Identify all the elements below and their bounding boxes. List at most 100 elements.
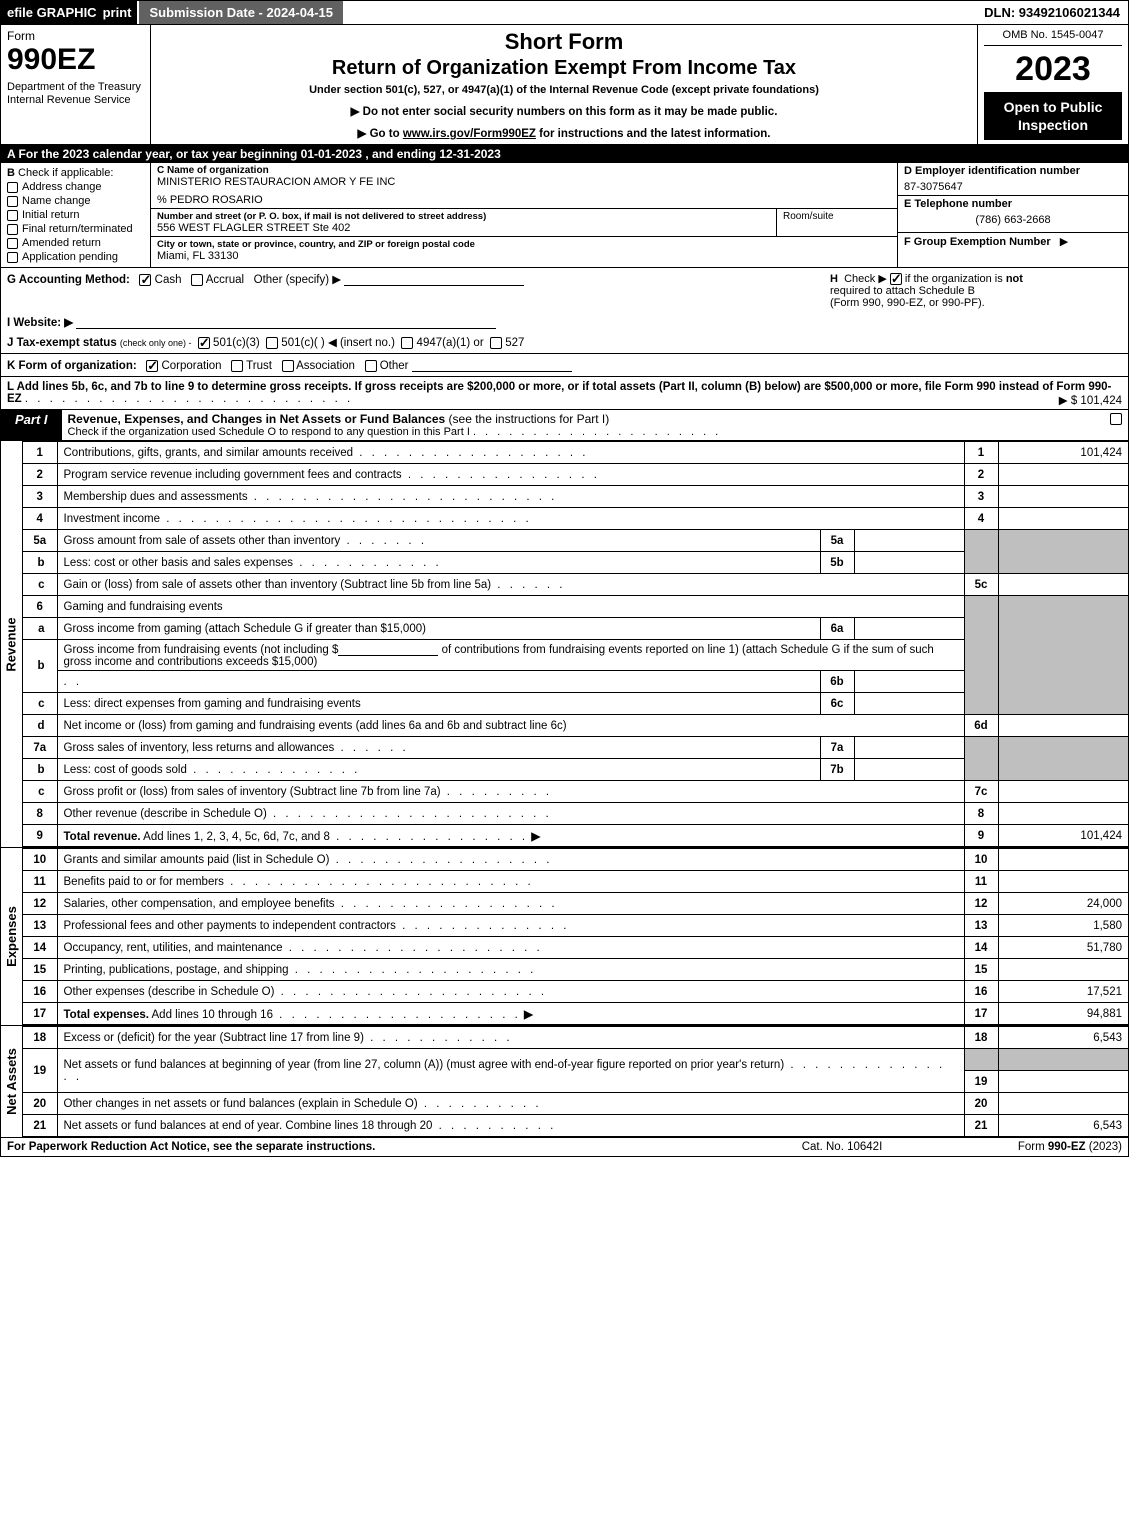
line-7-gray2 (998, 737, 1128, 781)
k-other-input[interactable] (412, 358, 572, 372)
irs-link[interactable]: www.irs.gov/Form990EZ (403, 128, 536, 140)
d-label: D Employer identification number (904, 165, 1122, 177)
k-opt0: Corporation (161, 360, 221, 372)
line-7c-num: c (23, 781, 57, 803)
line-12-num: 12 (23, 893, 57, 915)
line-13-val: 1,580 (998, 915, 1128, 937)
line-7a-mn: 7a (820, 737, 854, 759)
k-opt3: Other (380, 360, 409, 372)
part1-title-sub: (see the instructions for Part I) (449, 412, 610, 426)
line-3-rn: 3 (964, 486, 998, 508)
line-16-num: 16 (23, 981, 57, 1003)
chk-final-return[interactable]: Final return/terminated (7, 223, 144, 235)
l-dots: . . . . . . . . . . . . . . . . . . . . … (25, 393, 353, 405)
line-15-rn: 15 (964, 959, 998, 981)
line-6b-blank[interactable] (338, 642, 438, 656)
g-row: G Accounting Method: Cash Accrual Other … (7, 272, 822, 309)
line-17-val: 94,881 (998, 1003, 1128, 1025)
line-1-num: 1 (23, 442, 57, 464)
chk-application-pending[interactable]: Application pending (7, 251, 144, 263)
inst-2: ▶ Go to www.irs.gov/Form990EZ for instru… (157, 126, 971, 140)
h-text1: Check ▶ (844, 273, 887, 285)
chk-h[interactable] (890, 273, 902, 285)
line-6-num: 6 (23, 596, 57, 618)
line-8-val (998, 803, 1128, 825)
i-input[interactable] (76, 315, 496, 329)
city-label: City or town, state or province, country… (157, 239, 891, 250)
footer-right: Form 990-EZ (2023) (942, 1141, 1122, 1153)
print-link[interactable]: print (103, 5, 132, 20)
b-subtitle: Check if applicable: (18, 167, 113, 179)
chk-accrual[interactable] (191, 274, 203, 286)
line-7b-mv (854, 759, 964, 781)
line-6d-num: d (23, 715, 57, 737)
h-text4: (Form 990, 990-EZ, or 990-PF). (830, 297, 985, 309)
line-6c-mv (854, 693, 964, 715)
table-row: 5aGross amount from sale of assets other… (23, 530, 1128, 552)
line-15-num: 15 (23, 959, 57, 981)
table-row: 16Other expenses (describe in Schedule O… (23, 981, 1128, 1003)
chk-amended-return[interactable]: Amended return (7, 237, 144, 249)
chk-label-2: Initial return (22, 209, 79, 221)
line-18-num: 18 (23, 1027, 57, 1049)
h-text2: if the organization is (905, 273, 1003, 285)
line-14-desc: Occupancy, rent, utilities, and maintena… (57, 937, 964, 959)
line-4-desc: Investment income . . . . . . . . . . . … (57, 508, 964, 530)
line-20-val (998, 1093, 1128, 1115)
table-row: 15Printing, publications, postage, and s… (23, 959, 1128, 981)
line-19-desc: Net assets or fund balances at beginning… (57, 1049, 964, 1093)
chk-name-change[interactable]: Name change (7, 195, 144, 207)
table-row: 2Program service revenue including gover… (23, 464, 1128, 486)
section-a: A For the 2023 calendar year, or tax yea… (1, 145, 1128, 163)
line-6-gray2 (998, 596, 1128, 715)
part1-title-wrap: Revenue, Expenses, and Changes in Net As… (62, 410, 1088, 440)
line-19-gray2 (998, 1049, 1128, 1071)
k-label: K Form of organization: (7, 360, 137, 372)
e-tel-row: E Telephone number (786) 663-2668 (898, 195, 1128, 233)
part1-check-line: Check if the organization used Schedule … (68, 426, 1082, 438)
table-row: bLess: cost of goods sold . . . . . . . … (23, 759, 1128, 781)
j-opt1: 501(c)(3) (213, 337, 260, 349)
line-5b-mn: 5b (820, 552, 854, 574)
line-7-gray (964, 737, 998, 781)
expenses-side-label: Expenses (1, 848, 23, 1025)
footer-cat: Cat. No. 10642I (742, 1141, 942, 1153)
open-to-public: Open to Public Inspection (984, 92, 1122, 140)
table-row: 18Excess or (deficit) for the year (Subt… (23, 1027, 1128, 1049)
part1-chk[interactable] (1088, 410, 1128, 440)
line-6a-num: a (23, 618, 57, 640)
line-13-desc: Professional fees and other payments to … (57, 915, 964, 937)
line-5a-num: 5a (23, 530, 57, 552)
footer: For Paperwork Reduction Act Notice, see … (1, 1137, 1128, 1156)
chk-corp[interactable] (146, 360, 158, 372)
chk-address-change[interactable]: Address change (7, 181, 144, 193)
e-label: E Telephone number (904, 198, 1122, 210)
chk-other-org[interactable] (365, 360, 377, 372)
chk-trust[interactable] (231, 360, 243, 372)
line-19-gray (964, 1049, 998, 1071)
line-6-gray (964, 596, 998, 715)
table-row: 11Benefits paid to or for members . . . … (23, 871, 1128, 893)
addr-value: 556 WEST FLAGLER STREET Ste 402 (157, 222, 770, 234)
dept-text: Department of the Treasury Internal Reve… (7, 81, 144, 107)
chk-527[interactable] (490, 337, 502, 349)
footer-left: For Paperwork Reduction Act Notice, see … (7, 1141, 742, 1153)
chk-501c[interactable] (266, 337, 278, 349)
g-other-input[interactable] (344, 272, 524, 286)
chk-4947[interactable] (401, 337, 413, 349)
d-ein-row: D Employer identification number 87-3075… (898, 163, 1128, 195)
line-19-rn: 19 (964, 1071, 998, 1093)
table-row: 13Professional fees and other payments t… (23, 915, 1128, 937)
chk-cash[interactable] (139, 274, 151, 286)
addr-row: Number and street (or P. O. box, if mail… (151, 209, 897, 237)
g-other: Other (specify) ▶ (254, 274, 341, 286)
line-11-desc: Benefits paid to or for members . . . . … (57, 871, 964, 893)
chk-501c3[interactable] (198, 337, 210, 349)
line-12-rn: 12 (964, 893, 998, 915)
line-3-desc: Membership dues and assessments . . . . … (57, 486, 964, 508)
chk-assoc[interactable] (282, 360, 294, 372)
chk-initial-return[interactable]: Initial return (7, 209, 144, 221)
city-value: Miami, FL 33130 (157, 250, 891, 262)
table-row: bGross income from fundraising events (n… (23, 640, 1128, 671)
line-14-val: 51,780 (998, 937, 1128, 959)
